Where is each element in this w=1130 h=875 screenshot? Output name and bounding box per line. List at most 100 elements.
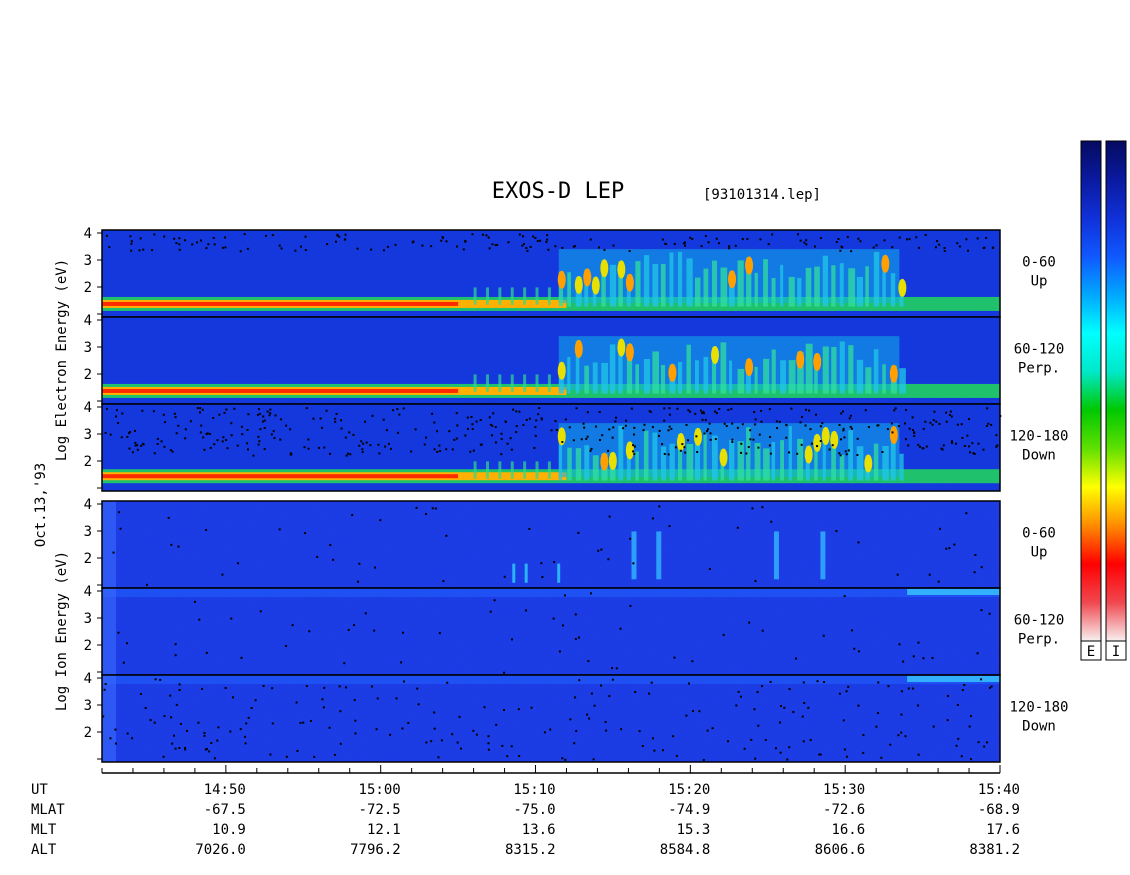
noise-dot — [554, 420, 557, 423]
ut-tick-label: 15:00 — [359, 782, 401, 798]
noise-dot — [129, 235, 132, 238]
noise-dot — [838, 424, 841, 427]
noise-dot — [345, 454, 348, 457]
y-tick-label: 2 — [84, 551, 92, 567]
electron-burst — [822, 427, 826, 481]
noise-dot — [818, 753, 821, 756]
y-tick-label: 3 — [84, 340, 92, 356]
noise-dot — [736, 426, 739, 429]
noise-dot — [769, 680, 772, 683]
noise-dot — [753, 708, 756, 711]
noise-dot — [512, 408, 515, 411]
noise-dot — [191, 243, 194, 246]
noise-dot — [804, 408, 807, 411]
noise-dot — [529, 245, 532, 248]
noise-dot — [850, 250, 853, 253]
noise-dot — [494, 441, 497, 444]
noise-dot — [471, 428, 474, 431]
noise-dot — [371, 414, 374, 417]
noise-dot — [104, 431, 107, 434]
noise-dot — [379, 519, 382, 522]
noise-dot — [305, 685, 308, 688]
noise-dot — [303, 446, 306, 449]
noise-dot — [459, 747, 462, 750]
noise-dot — [779, 751, 782, 754]
electron-band-core — [102, 388, 459, 393]
noise-dot — [540, 562, 543, 565]
noise-dot — [699, 409, 702, 412]
electron-band-core — [102, 474, 459, 479]
noise-dot — [451, 448, 454, 451]
electron-burst-peak — [600, 259, 609, 278]
noise-dot — [960, 755, 963, 758]
ephemeris-value: 17.6 — [986, 822, 1020, 838]
noise-dot — [533, 446, 536, 449]
noise-dot — [525, 418, 528, 421]
noise-dot — [788, 746, 791, 749]
electron-burst — [839, 341, 845, 394]
noise-dot — [258, 440, 261, 443]
noise-dot — [411, 241, 414, 244]
electron-burst — [584, 269, 589, 307]
noise-dot — [842, 427, 845, 430]
noise-dot — [840, 412, 843, 415]
electron-burst — [822, 255, 829, 307]
noise-dot — [707, 241, 710, 244]
noise-dot — [815, 413, 818, 416]
noise-dot — [841, 246, 844, 249]
noise-dot — [105, 407, 108, 410]
noise-dot — [302, 721, 305, 724]
noise-dot — [202, 436, 205, 439]
noise-dot — [831, 444, 834, 447]
electron-burst — [771, 277, 776, 307]
noise-dot — [983, 246, 986, 249]
electron-burst-peak — [889, 426, 898, 445]
noise-dot — [911, 687, 914, 690]
electron-burst — [592, 362, 598, 394]
noise-dot — [445, 240, 448, 243]
noise-dot — [976, 237, 979, 240]
electron-burst — [763, 448, 770, 481]
noise-dot — [968, 445, 971, 448]
noise-dot — [537, 413, 540, 416]
noise-dot — [857, 704, 860, 707]
noise-dot — [608, 515, 611, 518]
noise-dot — [969, 715, 972, 718]
noise-dot — [924, 233, 927, 236]
noise-dot — [496, 243, 499, 246]
noise-dot — [322, 706, 325, 709]
noise-dot — [731, 422, 734, 425]
electron-burst — [839, 263, 844, 307]
electron-burst — [694, 360, 699, 394]
noise-dot — [941, 448, 944, 451]
noise-dot — [470, 416, 473, 419]
noise-dot — [702, 412, 705, 415]
noise-dot — [500, 453, 503, 456]
noise-dot — [648, 410, 651, 413]
noise-dot — [778, 420, 781, 423]
noise-dot — [178, 746, 181, 749]
noise-dot — [511, 638, 514, 641]
noise-dot — [973, 452, 976, 455]
noise-dot — [932, 419, 935, 422]
ion-top-band — [102, 589, 1000, 597]
noise-dot — [396, 408, 399, 411]
noise-dot — [154, 678, 157, 681]
noise-dot — [334, 417, 337, 420]
noise-dot — [506, 442, 509, 445]
noise-dot — [446, 681, 449, 684]
noise-dot — [752, 438, 755, 441]
noise-dot — [174, 654, 177, 657]
noise-dot — [382, 418, 385, 421]
electron-burst-peak — [574, 275, 583, 294]
electron-burst — [601, 362, 608, 394]
noise-dot — [259, 428, 262, 431]
electron-burst — [814, 353, 818, 394]
ion-upflow — [557, 563, 561, 583]
noise-dot — [539, 239, 542, 242]
noise-dot — [563, 594, 566, 597]
ion-upflow — [820, 531, 826, 580]
noise-dot — [472, 729, 475, 732]
noise-dot — [887, 685, 890, 688]
noise-dot — [334, 420, 337, 423]
